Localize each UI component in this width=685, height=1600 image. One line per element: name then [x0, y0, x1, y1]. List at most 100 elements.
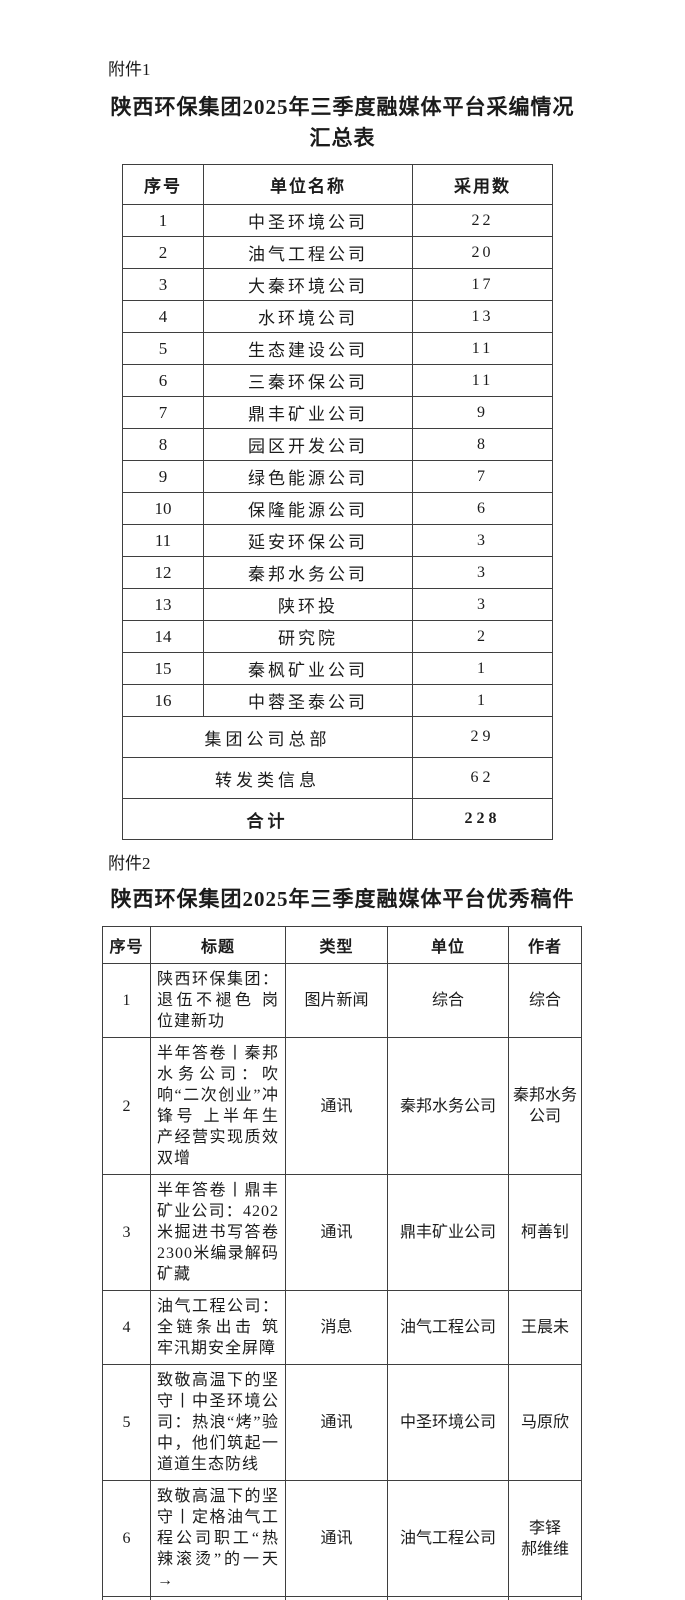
- cell-unit: 中圣环境公司: [203, 204, 413, 237]
- summary-row-reposts: 转发类信息 62: [122, 757, 553, 799]
- header-type: 类型: [285, 926, 388, 964]
- cell-count: 8: [412, 428, 553, 461]
- cell-unit: 三秦环保公司: [203, 364, 413, 397]
- cell-type: 图片新闻: [285, 963, 388, 1038]
- cell-serial: 9: [122, 460, 204, 493]
- table-row: 4 油气工程公司：全链条出击 筑牢汛期安全屏障 消息 油气工程公司 王晨未: [102, 1290, 582, 1365]
- cell-article-title: 半年答卷丨秦邦水务公司：吹响“二次创业”冲锋号 上半年生产经营实现质效双增: [150, 1037, 286, 1175]
- cell-serial: 15: [122, 652, 204, 685]
- cell-serial: 2: [122, 236, 204, 269]
- cell-summary-count: 29: [412, 716, 553, 758]
- table-row: 10 保隆能源公司 6: [122, 492, 553, 525]
- cell-unit: 鼎丰矿业公司: [203, 396, 413, 429]
- cell-serial: 4: [122, 300, 204, 333]
- cell-article-title: 陕西环保集团：退伍不褪色 岗位建新功: [150, 963, 286, 1038]
- cell-unit: 绿色能源公司: [203, 460, 413, 493]
- header-serial: 序号: [102, 926, 151, 964]
- cell-unit: 保隆能源公司: [203, 492, 413, 525]
- header-adopted-count: 采用数: [412, 164, 553, 205]
- header-serial: 序号: [122, 164, 204, 205]
- cell-serial: 1: [102, 963, 151, 1038]
- attachment-2: 附件2 陕西环保集团2025年三季度融媒体平台优秀稿件 序号 标题 类型 单位 …: [0, 854, 685, 1600]
- cell-unit: 秦邦水务公司: [203, 556, 413, 589]
- cell-unit: 鼎丰矿业公司: [387, 1174, 509, 1291]
- table-row: 13 陕环投 3: [122, 588, 553, 621]
- cell-count: 7: [412, 460, 553, 493]
- cell-article-title: 文苑撷英丨罗威《“老破小”里的苦与甜》: [150, 1596, 286, 1600]
- summary-row-total: 合计 228: [122, 798, 553, 840]
- cell-count: 13: [412, 300, 553, 333]
- attachment1-title-line2: 汇总表: [309, 126, 376, 150]
- header-author: 作者: [508, 926, 582, 964]
- attachment1-label: 附件1: [108, 60, 151, 79]
- cell-serial: 4: [102, 1290, 151, 1365]
- header-article-title: 标题: [150, 926, 286, 964]
- table-row: 2 半年答卷丨秦邦水务公司：吹响“二次创业”冲锋号 上半年生产经营实现质效双增 …: [102, 1037, 582, 1175]
- cell-unit: 秦枫矿业公司: [203, 652, 413, 685]
- cell-serial: 7: [122, 396, 204, 429]
- table-row: 1 陕西环保集团：退伍不褪色 岗位建新功 图片新闻 综合 综合: [102, 963, 582, 1038]
- cell-serial: 3: [122, 268, 204, 301]
- articles-table-header-row: 序号 标题 类型 单位 作者: [102, 926, 582, 964]
- cell-article-title: 半年答卷丨鼎丰矿业公司：4202米掘进书写答卷 2300米编录解码矿藏: [150, 1174, 286, 1291]
- cell-unit: 水环境公司: [203, 300, 413, 333]
- cell-author: 李铎 郝维维: [508, 1480, 582, 1597]
- cell-count: 11: [412, 364, 553, 397]
- summary-table-header-row: 序号 单位名称 采用数: [122, 164, 553, 205]
- cell-total-count: 228: [412, 798, 553, 840]
- table-row: 8 园区开发公司 8: [122, 428, 553, 461]
- table-row: 12 秦邦水务公司 3: [122, 556, 553, 589]
- table-row: 1 中圣环境公司 22: [122, 204, 553, 237]
- cell-serial: 13: [122, 588, 204, 621]
- attachment-1: 附件1 陕西环保集团2025年三季度融媒体平台采编情况 汇总表 序号 单位名称 采…: [40, 60, 645, 840]
- cell-type: 副刊: [285, 1596, 388, 1600]
- table-row: 4 水环境公司 13: [122, 300, 553, 333]
- table-row: 2 油气工程公司 20: [122, 236, 553, 269]
- cell-unit: 中蓉圣泰公司: [203, 684, 413, 717]
- cell-author: 柯善钊: [508, 1174, 582, 1291]
- cell-summary-count: 62: [412, 757, 553, 799]
- table-row: 16 中蓉圣泰公司 1: [122, 684, 553, 717]
- table-row: 15 秦枫矿业公司 1: [122, 652, 553, 685]
- cell-author: 马原欣: [508, 1364, 582, 1481]
- cell-unit: 油气工程公司: [387, 1290, 509, 1365]
- cell-total-label: 合计: [122, 798, 413, 840]
- cell-type: 通讯: [285, 1037, 388, 1175]
- cell-unit: 研究院: [203, 620, 413, 653]
- excellent-articles-table: 序号 标题 类型 单位 作者 1 陕西环保集团：退伍不褪色 岗位建新功 图片新闻…: [102, 926, 582, 1600]
- summary-row-headquarters: 集团公司总部 29: [122, 716, 553, 758]
- cell-unit: 综合: [387, 963, 509, 1038]
- table-row: 3 半年答卷丨鼎丰矿业公司：4202米掘进书写答卷 2300米编录解码矿藏 通讯…: [102, 1174, 582, 1291]
- cell-unit: 油气工程公司: [203, 236, 413, 269]
- cell-author: 罗威: [508, 1596, 582, 1600]
- cell-serial: 10: [122, 492, 204, 525]
- cell-summary-label: 转发类信息: [122, 757, 413, 799]
- cell-unit: 生态建设公司: [203, 332, 413, 365]
- table-row: 7 鼎丰矿业公司 9: [122, 396, 553, 429]
- cell-serial: 5: [122, 332, 204, 365]
- table-row: 3 大秦环境公司 17: [122, 268, 553, 301]
- cell-unit: 陕环投: [203, 588, 413, 621]
- cell-count: 2: [412, 620, 553, 653]
- cell-count: 22: [412, 204, 553, 237]
- cell-unit: 园区开发公司: [203, 428, 413, 461]
- table-row: 5 生态建设公司 11: [122, 332, 553, 365]
- cell-count: 20: [412, 236, 553, 269]
- cell-unit: 中圣环境公司: [387, 1364, 509, 1481]
- table-row: 14 研究院 2: [122, 620, 553, 653]
- cell-type: 消息: [285, 1290, 388, 1365]
- table-row: 5 致敬高温下的坚守丨中圣环境公司：热浪“烤”验中，他们筑起一道道生态防线 通讯…: [102, 1364, 582, 1481]
- cell-article-title: 致敬高温下的坚守丨定格油气工程公司职工“热辣滚烫”的一天→: [150, 1480, 286, 1597]
- cell-count: 17: [412, 268, 553, 301]
- cell-serial: 6: [102, 1480, 151, 1597]
- cell-author: 王晨未: [508, 1290, 582, 1365]
- cell-serial: 11: [122, 524, 204, 557]
- cell-count: 1: [412, 652, 553, 685]
- cell-serial: 7: [102, 1596, 151, 1600]
- cell-count: 3: [412, 588, 553, 621]
- table-row: 7 文苑撷英丨罗威《“老破小”里的苦与甜》 副刊 生态建设公司 罗威: [102, 1596, 582, 1600]
- table-row: 9 绿色能源公司 7: [122, 460, 553, 493]
- header-unit: 单位: [387, 926, 509, 964]
- attachment1-title: 陕西环保集团2025年三季度融媒体平台采编情况 汇总表: [40, 92, 645, 154]
- cell-serial: 6: [122, 364, 204, 397]
